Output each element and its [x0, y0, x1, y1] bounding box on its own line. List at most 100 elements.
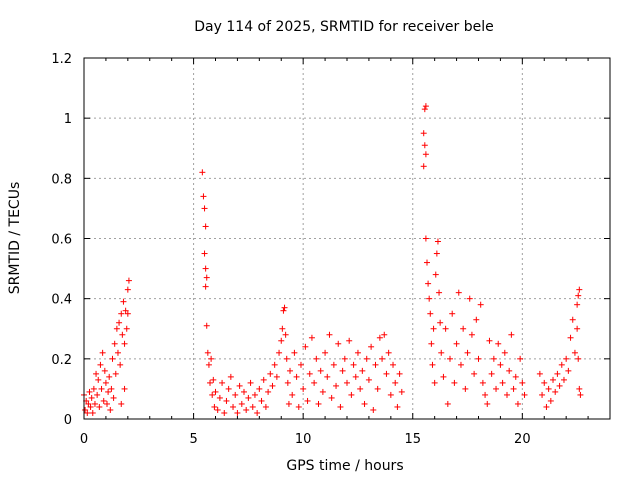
y-tick-label: 0.2 [51, 353, 72, 368]
data-point-marker [550, 376, 557, 383]
data-point-marker [281, 304, 288, 311]
data-point-marker [506, 367, 513, 374]
data-point-marker [444, 400, 451, 407]
data-point-marker [326, 331, 333, 338]
data-point-marker [280, 307, 287, 314]
data-point-marker [118, 400, 125, 407]
data-point-marker [124, 310, 131, 317]
data-point-marker [398, 388, 405, 395]
data-point-marker [210, 376, 217, 383]
data-point-marker [429, 361, 436, 368]
data-point-marker [543, 403, 550, 410]
data-point-marker [484, 400, 491, 407]
data-point-marker [333, 382, 340, 389]
data-point-marker [541, 379, 548, 386]
data-point-marker [211, 403, 218, 410]
data-point-marker [385, 349, 392, 356]
data-point-marker [278, 337, 285, 344]
x-axis-ticks: 0 5 10 15 20 [80, 58, 611, 447]
data-point-marker [234, 409, 241, 416]
data-point-marker [455, 289, 462, 296]
data-point-marker [519, 379, 526, 386]
data-point-marker [203, 274, 210, 281]
data-point-marker [365, 376, 372, 383]
data-point-marker [120, 298, 127, 305]
data-point-marker [282, 331, 289, 338]
grid-lines [84, 58, 610, 419]
data-point-marker [113, 325, 120, 332]
data-point-marker [569, 316, 576, 323]
data-point-marker [249, 403, 256, 410]
data-point-marker [121, 340, 128, 347]
data-point-marker [335, 340, 342, 347]
y-tick-label: 0.8 [51, 172, 72, 187]
data-point-marker [497, 361, 504, 368]
data-point-marker [106, 373, 113, 380]
x-tick-label: 15 [404, 432, 421, 447]
data-point-marker [556, 382, 563, 389]
data-point-marker [422, 151, 429, 158]
data-point-marker [302, 343, 309, 350]
data-point-marker [293, 373, 300, 380]
data-point-marker [554, 370, 561, 377]
data-point-marker [119, 331, 126, 338]
data-point-marker [563, 355, 570, 362]
data-point-marker [82, 406, 89, 413]
data-point-marker [421, 106, 428, 113]
data-point-marker [433, 250, 440, 257]
data-point-marker [341, 355, 348, 362]
data-point-marker [300, 385, 307, 392]
data-points [81, 103, 584, 416]
y-tick-label: 1.2 [51, 52, 72, 67]
data-point-marker [451, 379, 458, 386]
data-point-marker [208, 355, 215, 362]
x-axis-label: GPS time / hours [286, 458, 403, 474]
data-point-marker [203, 322, 210, 329]
data-point-marker [359, 367, 366, 374]
data-point-marker [232, 391, 239, 398]
data-point-marker [560, 376, 567, 383]
data-point-marker [330, 361, 337, 368]
data-point-marker [200, 193, 207, 200]
data-point-marker [283, 355, 290, 362]
data-point-marker [510, 385, 517, 392]
data-point-marker [90, 385, 97, 392]
data-point-marker [273, 373, 280, 380]
data-point-marker [209, 391, 216, 398]
data-point-marker [567, 334, 574, 341]
data-point-marker [495, 340, 502, 347]
data-point-marker [105, 388, 112, 395]
data-point-marker [368, 343, 375, 350]
data-point-marker [468, 331, 475, 338]
data-point-marker [99, 349, 106, 356]
data-point-marker [219, 379, 226, 386]
data-point-marker [471, 370, 478, 377]
data-point-marker [125, 277, 132, 284]
data-point-marker [381, 331, 388, 338]
data-point-marker [240, 388, 247, 395]
data-point-marker [350, 361, 357, 368]
data-point-marker [223, 397, 230, 404]
chart-title: Day 114 of 2025, SRMTID for receiver bel… [194, 19, 493, 35]
y-axis-ticks: 0 0.2 0.4 0.6 0.8 1 1.2 [51, 52, 610, 428]
data-point-marker [121, 385, 128, 392]
data-point-marker [536, 370, 543, 377]
data-point-marker [477, 301, 484, 308]
data-point-marker [204, 349, 211, 356]
data-point-marker [221, 409, 228, 416]
data-point-marker [482, 391, 489, 398]
data-point-marker [247, 379, 254, 386]
data-point-marker [357, 385, 364, 392]
data-point-marker [214, 406, 221, 413]
data-point-marker [521, 391, 528, 398]
data-point-marker [460, 325, 467, 332]
data-point-marker [392, 379, 399, 386]
data-point-marker [503, 391, 510, 398]
data-point-marker [98, 385, 105, 392]
data-point-marker [254, 409, 261, 416]
data-point-marker [425, 280, 432, 287]
data-point-marker [122, 307, 129, 314]
data-point-marker [479, 379, 486, 386]
data-point-marker [370, 406, 377, 413]
x-tick-label: 10 [295, 432, 312, 447]
